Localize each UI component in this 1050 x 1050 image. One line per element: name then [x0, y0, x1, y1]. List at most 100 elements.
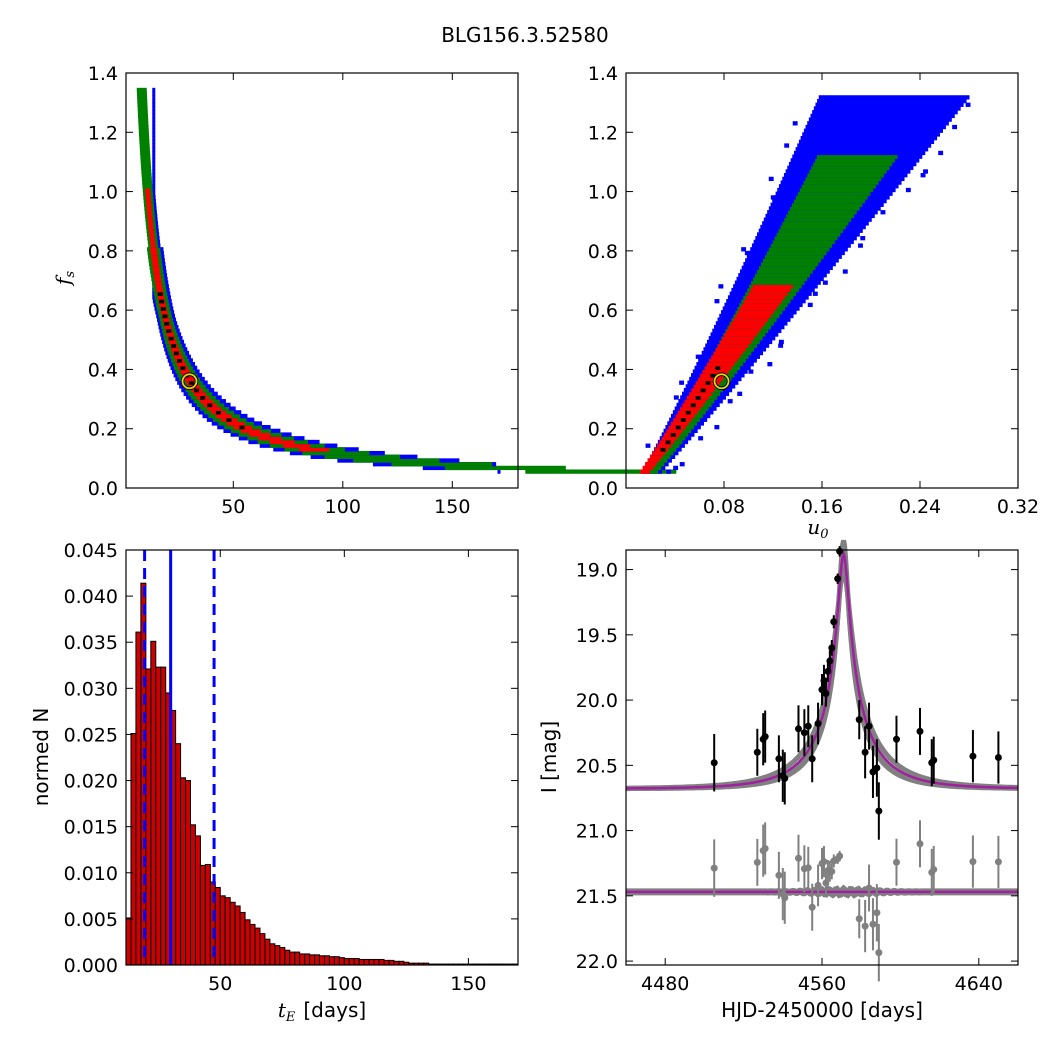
- te-histogram-xtick-label: 100: [326, 973, 362, 995]
- te-histogram-ylabel: normed N: [29, 708, 53, 807]
- fs-u0-cell-inner: [750, 287, 791, 293]
- fs-te-cell-middle: [140, 161, 151, 167]
- fs-te-cell-core: [176, 358, 182, 363]
- fs-te-cell-middle: [138, 121, 149, 126]
- light-curve-point: [892, 735, 900, 743]
- fs-te-cell-middle: [391, 462, 493, 467]
- fs-u0-cell-outlier: [679, 462, 685, 467]
- fs-u0-cell-inner: [642, 465, 654, 471]
- light-curve-point: [808, 755, 816, 763]
- fs-te-cell-inner: [146, 202, 152, 207]
- fs-te-cell-middle: [445, 465, 566, 471]
- residual-point: [808, 903, 816, 911]
- te-histogram-bar: [180, 777, 187, 966]
- fs-u0-cell-inner: [640, 469, 650, 474]
- fs-u0-cell-inner: [728, 324, 763, 330]
- fs-te-cell-outer: [152, 117, 156, 122]
- te-histogram-bar: [274, 945, 281, 966]
- fs-te-cell-inner: [180, 369, 190, 374]
- fs-u0-cell-outlier: [938, 150, 944, 156]
- fs-te-cell-inner: [148, 228, 154, 233]
- te-histogram-bar: [314, 954, 321, 966]
- fs-te-ytick-label: 1.4: [88, 63, 118, 85]
- fs-u0-cell-middle: [755, 273, 810, 278]
- fs-te-cell-outer: [497, 469, 501, 474]
- fs-te-cell-outer: [152, 173, 156, 178]
- fs-te-cell-outer: [152, 91, 156, 96]
- fs-te-ytick-label: 1.2: [88, 122, 118, 144]
- light-curve-point: [761, 733, 769, 741]
- fs-te-ytick-label: 0.4: [88, 359, 118, 381]
- fs-u0-heatmap: [640, 95, 971, 474]
- residual-point: [916, 840, 924, 848]
- te-histogram-bar: [135, 631, 142, 966]
- te-histogram-bar: [284, 949, 291, 966]
- te-histogram-bar: [289, 951, 296, 966]
- fs-te-cell-outer: [152, 169, 156, 174]
- fs-te-cell-core: [162, 313, 168, 319]
- fs-te-cell-inner: [147, 217, 153, 222]
- fs-te-cell-core: [159, 299, 165, 304]
- fs-u0-cell-outlier: [760, 224, 766, 230]
- fs-u0-cell-middle: [770, 243, 833, 248]
- fs-u0-ticks: 0.08 0.16 0.24 0.32 0.0 0.2 0.4 0.6 0.8 1.0 1.2 1.4: [588, 63, 1039, 518]
- fs-te-cell-inner: [258, 436, 282, 441]
- fs-u0-cell-middle: [801, 184, 876, 189]
- fs-u0-cell-outlier: [679, 380, 685, 385]
- te-histogram-bar: [125, 917, 132, 966]
- fs-u0-cell-middle: [762, 258, 822, 263]
- te-histogram-bar: [190, 824, 196, 966]
- residual-point: [865, 884, 873, 892]
- te-histogram-bar: [229, 901, 236, 966]
- te-histogram-ticks: 50 100 150 0.000 0.005 0.010 0.015 0.020 0.025 0.…: [64, 540, 518, 995]
- fs-te-cell-outer: [152, 139, 156, 145]
- fs-u0-cell-core: [710, 373, 716, 378]
- light-curve-point: [994, 754, 1002, 761]
- fs-te-cell-outer: [152, 176, 156, 182]
- light-curve-point: [855, 716, 863, 724]
- fs-u0-cell-outer: [815, 102, 964, 107]
- te-histogram-bar: [333, 956, 340, 966]
- fs-u0-cell-inner: [709, 358, 738, 363]
- te-histogram-bar: [299, 953, 306, 966]
- te-histogram-bar: [160, 666, 167, 966]
- fs-u0-ytick-label: 1.2: [588, 122, 618, 144]
- fs-u0-cell-outlier: [673, 395, 679, 400]
- fs-u0-cell-inner: [711, 354, 741, 359]
- fs-u0-cell-middle: [813, 161, 893, 167]
- fs-u0-cell-outlier: [905, 187, 911, 193]
- fs-te-cell-inner: [145, 191, 151, 196]
- light-curve-point: [830, 618, 838, 626]
- fs-u0-cell-middle: [786, 213, 854, 219]
- te-histogram-bar: [363, 958, 370, 966]
- fs-u0-cell-outer: [798, 139, 935, 145]
- fs-te-cell-inner: [249, 432, 271, 437]
- te-histogram-ytick-label: 0.025: [64, 724, 118, 746]
- light-curve-ytick-label: 19.0: [576, 560, 618, 582]
- fs-te-cell-inner: [152, 265, 160, 270]
- fs-u0-ytick-label: 0.2: [588, 419, 618, 441]
- te-histogram-bar: [239, 911, 246, 966]
- fs-u0-cell-outlier: [965, 102, 971, 107]
- fs-te-cell-outer: [152, 121, 156, 126]
- fs-u0-cell-core: [680, 417, 686, 422]
- fs-te-cell-inner: [149, 236, 155, 241]
- fs-u0-cell-inner: [702, 369, 729, 374]
- light-curve-point: [814, 720, 822, 728]
- panel-te-histogram: 50 100 150 0.000 0.005 0.010 0.015 0.020 0.025 0.…: [29, 540, 519, 1025]
- fs-u0-cell-outer: [807, 121, 949, 126]
- fs-te-cell-core: [226, 417, 232, 422]
- light-curve-point: [826, 657, 834, 665]
- fs-u0-cell-outlier: [748, 369, 754, 374]
- fs-te-cell-outer: [152, 202, 157, 207]
- fs-te-cell-core: [215, 410, 221, 415]
- te-histogram-bar: [323, 955, 330, 966]
- fs-u0-cell-outlier: [770, 195, 776, 200]
- fs-u0-xtick-label: 0.32: [997, 496, 1039, 518]
- panel-light-curve: 4480 4560 4640 19.0 19.5 20.0 20.5 21.0 21.5 22.0…: [537, 539, 1019, 1022]
- fs-te-cell-core: [173, 350, 179, 356]
- fs-te-cell-middle: [139, 139, 150, 145]
- te-histogram-bar: [175, 743, 182, 966]
- te-histogram-bar: [150, 640, 157, 966]
- light-curve-xtick-label: 4560: [798, 973, 846, 995]
